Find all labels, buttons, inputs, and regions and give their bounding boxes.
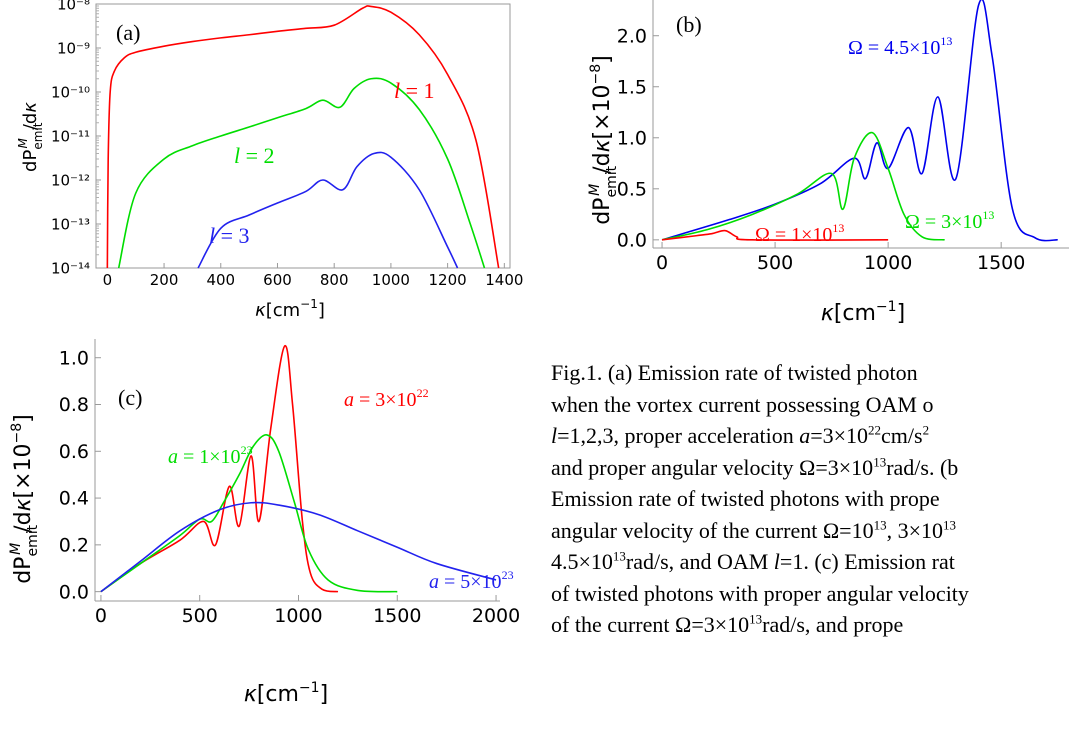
series-line [117, 77, 486, 269]
x-tick-label: 600 [263, 271, 292, 289]
panel-label: (a) [116, 20, 140, 45]
x-axis-label: κ[cm−1] [244, 680, 328, 707]
y-axis-label: dPemitM/dκ[×10−8] [587, 55, 620, 225]
y-tick-label: 0.0 [59, 581, 89, 603]
x-tick-label: 500 [182, 605, 218, 627]
caption-line: and proper angular velocity Ω=3×1013rad/… [551, 454, 959, 480]
y-tick-label: 0.5 [617, 178, 647, 200]
panel-b-line-chart: 0 500 1000 1500 0.0 0.5 1.0 1.5 2.0 (b) Ω = 4.5×… [587, 0, 1069, 326]
plot-frame [95, 3, 511, 269]
series-line [661, 229, 889, 241]
curve-label-a-1e23: a = 1×1023 [168, 443, 253, 468]
x-tick-label: 1000 [372, 271, 410, 289]
x-tick-label: 2000 [472, 605, 520, 627]
panel-c-line-chart: 0 500 1000 1500 2000 0.0 0.2 0.4 0.6 0.8 1.0 (c) a… [8, 339, 520, 707]
series-line [197, 151, 459, 269]
x-tick-label: 1500 [977, 252, 1025, 274]
y-tick-label: 1.0 [617, 127, 647, 149]
curve-label-l2: l = 2 [234, 143, 275, 168]
y-tick-label: 10⁻⁸ [57, 0, 90, 13]
y-tick-label: 0.6 [59, 441, 89, 463]
y-tick-label: 1.5 [617, 76, 647, 98]
curve-label-omega-4.5: Ω = 4.5×1013 [848, 34, 952, 59]
caption-line: Emission rate of twisted photons with pr… [551, 486, 940, 511]
y-tick-label: 0.4 [59, 488, 89, 510]
caption-line: l=1,2,3, proper acceleration a=3×1022cm/… [551, 422, 930, 448]
series-line [661, 0, 1058, 242]
series-line [100, 434, 398, 593]
x-tick-label: 1400 [485, 271, 523, 289]
x-tick-label: 1500 [373, 605, 421, 627]
x-tick-label: 800 [320, 271, 349, 289]
y-tick-label: 10⁻¹³ [51, 215, 90, 233]
y-tick-label: 0.8 [59, 394, 89, 416]
x-tick-label: 1000 [864, 252, 912, 274]
series-line [106, 5, 500, 269]
caption-line: angular velocity of the current Ω=1013, … [551, 517, 957, 543]
figure-caption: Fig.1. (a) Emission rate of twisted phot… [551, 357, 1073, 641]
x-tick-label: 200 [150, 271, 179, 289]
caption-line: when the vortex current possessing OAM o [551, 391, 934, 417]
curve-label-l3: l = 3 [209, 223, 250, 248]
y-tick-label: 10⁻¹⁰ [51, 83, 90, 101]
curve-label-l1: l = 1 [394, 78, 435, 103]
x-tick-label: 400 [206, 271, 235, 289]
y-tick-label: 10⁻¹⁴ [51, 259, 90, 277]
caption-line: Fig.1. (a) Emission rate of twisted phot… [551, 360, 918, 385]
y-tick-label: 1.0 [59, 347, 89, 369]
panel-label: (b) [676, 12, 702, 37]
caption-line: 4.5×1013rad/s, and OAM l=1. (c) Emission… [551, 548, 955, 574]
x-tick-label: 1200 [429, 271, 467, 289]
x-tick-label: 0 [103, 271, 113, 289]
panel-a-log-chart: 0 200 400 600 800 1000 1200 1400 10⁻¹⁴ 10⁻¹³ 10⁻¹²… [16, 0, 523, 321]
y-tick-label: 10⁻¹² [51, 171, 90, 189]
caption-line: of twisted photons with proper angular v… [551, 580, 969, 606]
y-axis-label: dPemitM/dκ[×10−8] [8, 414, 41, 584]
y-tick-label: 10⁻¹¹ [51, 127, 90, 145]
x-tick-label: 0 [95, 605, 107, 627]
series-line [100, 501, 497, 593]
curve-label-a-3e22: a = 3×1022 [344, 386, 429, 411]
x-tick-label: 0 [656, 252, 668, 274]
x-tick-label: 500 [757, 252, 793, 274]
y-tick-label: 10⁻⁹ [57, 39, 90, 57]
x-tick-label: 1000 [274, 605, 322, 627]
series-line [661, 131, 945, 241]
y-axis-label: dPemitM/dκ [16, 102, 45, 172]
caption-line: of the current Ω=3×1013rad/s, and prope [551, 611, 904, 637]
series-line [100, 345, 339, 593]
y-tick-label: 0.2 [59, 535, 89, 557]
curve-label-omega-3: Ω = 3×1013 [905, 208, 994, 233]
curve-label-a-5e23: a = 5×1023 [429, 568, 514, 593]
curve-label-omega-1: Ω = 1×1013 [755, 221, 844, 246]
y-tick-label: 0.0 [617, 229, 647, 251]
x-axis-label: κ[cm−1] [821, 299, 905, 326]
x-axis-label: κ[cm−1] [255, 297, 325, 321]
y-tick-label: 2.0 [617, 25, 647, 47]
panel-label: (c) [118, 385, 142, 410]
